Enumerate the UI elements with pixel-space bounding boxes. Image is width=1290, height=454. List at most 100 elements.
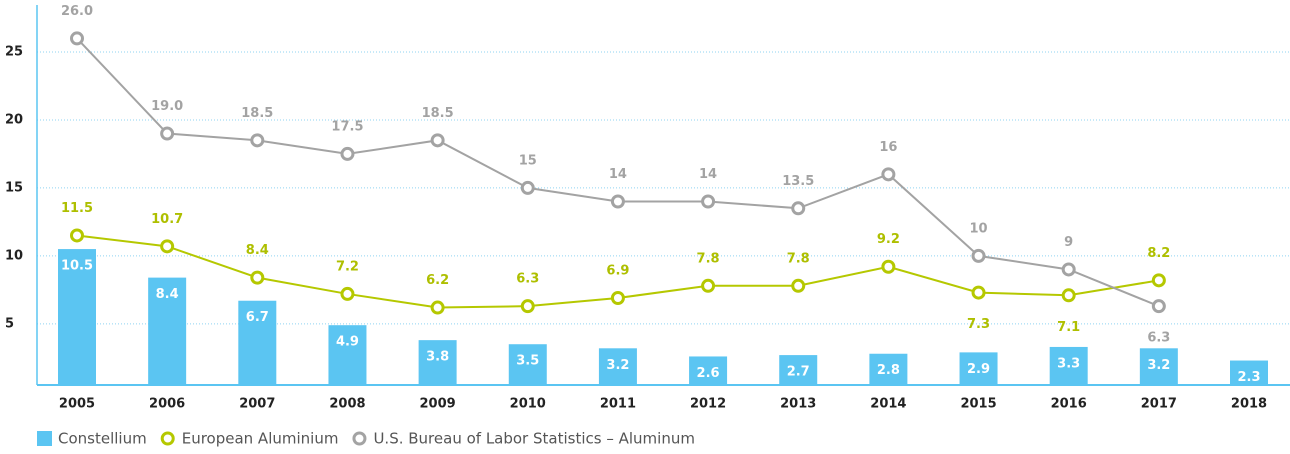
bar-label: 2.6 (697, 366, 720, 381)
x-tick-label: 2018 (1231, 397, 1267, 412)
point (881, 167, 896, 182)
bar (328, 325, 367, 385)
bar-label: 2.3 (1237, 370, 1260, 385)
y-tick-label: 25 (5, 44, 23, 59)
point-label: 7.8 (697, 251, 720, 266)
bar (58, 249, 96, 385)
x-tick-label: 2010 (510, 397, 546, 412)
bar-label: 2.7 (787, 365, 810, 380)
point (1061, 262, 1076, 277)
point-label: 14 (699, 167, 717, 182)
point (1151, 273, 1166, 288)
x-tick-label: 2016 (1051, 397, 1087, 412)
y-tick-label: 5 (5, 316, 14, 331)
point (610, 194, 625, 209)
point-label: 14 (609, 167, 627, 182)
bar (869, 353, 908, 385)
point (971, 248, 986, 263)
point-label: 11.5 (61, 201, 93, 216)
point-label: 18.5 (422, 106, 454, 121)
point-label: 19.0 (151, 99, 183, 114)
point (1061, 288, 1076, 303)
point-label: 7.8 (787, 251, 810, 266)
legend-swatch (37, 431, 52, 446)
point-label: 7.3 (967, 317, 990, 332)
point-label: 6.2 (426, 273, 449, 288)
point (791, 201, 806, 216)
point (1151, 299, 1166, 314)
bar-label: 10.5 (61, 259, 93, 274)
x-tick-label: 2017 (1141, 397, 1177, 412)
point (430, 133, 445, 148)
point (250, 133, 265, 148)
legend-swatch (160, 431, 175, 446)
bar (508, 344, 547, 385)
point-label: 16 (879, 140, 897, 155)
bar-label: 6.7 (246, 310, 269, 325)
point-label: 17.5 (331, 119, 363, 134)
y-tick-label: 15 (5, 180, 23, 195)
point-label: 6.3 (516, 272, 539, 287)
x-tick-label: 2015 (960, 397, 996, 412)
point-label: 8.4 (246, 243, 269, 258)
bar (418, 340, 457, 385)
point (160, 239, 175, 254)
bar-label: 3.2 (1147, 358, 1170, 373)
point-label: 26.0 (61, 4, 93, 19)
bar-label: 3.2 (606, 358, 629, 373)
point (430, 300, 445, 315)
legend-label: European Aluminium (182, 430, 339, 448)
point (250, 270, 265, 285)
x-tick-label: 2014 (870, 397, 906, 412)
point-label: 8.2 (1147, 246, 1170, 261)
y-tick-label: 20 (5, 112, 23, 127)
point-label: 18.5 (241, 106, 273, 121)
point (340, 146, 355, 161)
point-label: 10.7 (151, 212, 183, 227)
point (520, 180, 535, 195)
point (701, 194, 716, 209)
bar (148, 277, 187, 385)
bar (1230, 360, 1268, 385)
x-tick-label: 2007 (239, 397, 275, 412)
point (701, 278, 716, 293)
bar-label: 2.9 (967, 362, 990, 377)
bar (779, 355, 818, 385)
point (610, 291, 625, 306)
point-label: 15 (519, 153, 537, 168)
point-label: 7.2 (336, 259, 359, 274)
x-tick-label: 2012 (690, 397, 726, 412)
point-label: 6.9 (606, 264, 629, 279)
x-tick-label: 2008 (329, 397, 365, 412)
point-label: 7.1 (1057, 320, 1080, 335)
y-tick-label: 10 (5, 248, 23, 263)
point-label: 13.5 (782, 174, 814, 189)
point (791, 278, 806, 293)
point (70, 228, 84, 243)
x-tick-label: 2005 (59, 397, 95, 412)
point-label: 9.2 (877, 232, 900, 247)
x-tick-label: 2006 (149, 397, 185, 412)
bar (238, 300, 277, 385)
point-label: 10 (969, 221, 987, 236)
bar-label: 3.3 (1057, 356, 1080, 371)
x-tick-label: 2011 (600, 397, 636, 412)
point-label: 6.3 (1147, 331, 1170, 346)
bar (598, 348, 637, 385)
point (881, 259, 896, 274)
x-tick-label: 2013 (780, 397, 816, 412)
bar (1049, 346, 1088, 385)
point (340, 286, 355, 301)
bar (689, 356, 728, 385)
bar-label: 2.8 (877, 363, 900, 378)
point (160, 126, 175, 141)
bar (959, 352, 998, 385)
point (971, 285, 986, 300)
point (520, 299, 535, 314)
bar-label: 8.4 (156, 287, 179, 302)
legend-label: Constellium (58, 430, 147, 448)
bar-label: 3.8 (426, 350, 449, 365)
point-label: 9 (1064, 235, 1073, 250)
x-tick-label: 2009 (420, 397, 456, 412)
